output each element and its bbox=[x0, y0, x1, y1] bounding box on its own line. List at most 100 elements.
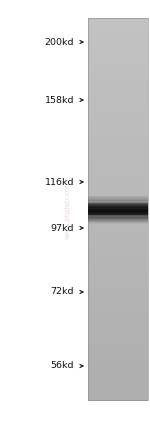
Bar bbox=[88, 215, 148, 216]
Bar bbox=[88, 200, 148, 201]
Bar bbox=[88, 252, 148, 257]
Bar bbox=[88, 208, 148, 209]
Bar bbox=[88, 390, 148, 396]
Bar bbox=[88, 199, 148, 205]
Bar bbox=[88, 206, 148, 207]
Bar bbox=[88, 223, 148, 224]
Bar bbox=[88, 220, 148, 221]
Bar bbox=[88, 376, 148, 381]
Bar bbox=[88, 137, 148, 143]
Text: 97kd: 97kd bbox=[51, 223, 74, 232]
Text: 116kd: 116kd bbox=[45, 178, 74, 187]
Bar bbox=[88, 212, 148, 213]
Bar bbox=[88, 218, 148, 219]
Bar bbox=[88, 198, 148, 199]
Bar bbox=[88, 219, 148, 220]
Bar bbox=[88, 324, 148, 329]
Bar bbox=[88, 206, 148, 207]
Bar bbox=[88, 216, 148, 217]
Bar bbox=[88, 171, 148, 176]
Bar bbox=[88, 276, 148, 281]
Bar bbox=[88, 157, 148, 162]
Bar bbox=[88, 281, 148, 286]
Bar bbox=[88, 109, 148, 114]
Bar bbox=[88, 205, 148, 206]
Bar bbox=[88, 128, 148, 133]
Bar bbox=[88, 33, 148, 38]
Text: 200kd: 200kd bbox=[45, 38, 74, 47]
Bar bbox=[88, 185, 148, 190]
Text: 158kd: 158kd bbox=[45, 95, 74, 104]
Bar bbox=[88, 314, 148, 319]
Bar bbox=[88, 266, 148, 272]
Bar bbox=[88, 42, 148, 47]
Bar bbox=[88, 51, 148, 56]
Bar bbox=[88, 348, 148, 353]
Bar bbox=[88, 89, 148, 95]
Bar bbox=[88, 37, 148, 42]
Bar bbox=[88, 352, 148, 357]
Bar bbox=[88, 204, 148, 205]
Bar bbox=[88, 257, 148, 262]
Bar bbox=[88, 328, 148, 334]
Bar bbox=[88, 190, 148, 195]
Bar bbox=[88, 372, 148, 377]
Bar bbox=[88, 214, 148, 219]
Bar bbox=[88, 343, 148, 348]
Bar bbox=[88, 216, 148, 217]
Bar bbox=[88, 196, 148, 197]
Bar bbox=[88, 212, 148, 213]
Bar bbox=[88, 221, 148, 222]
Bar bbox=[88, 201, 148, 202]
Text: www.ptglab.com: www.ptglab.com bbox=[65, 179, 71, 239]
Bar bbox=[88, 247, 148, 253]
Bar bbox=[88, 395, 148, 401]
Bar bbox=[88, 223, 148, 224]
Bar bbox=[88, 290, 148, 295]
Bar bbox=[88, 147, 148, 152]
Bar bbox=[88, 357, 148, 362]
Bar bbox=[88, 213, 148, 214]
Bar bbox=[88, 197, 148, 198]
Bar bbox=[88, 338, 148, 343]
Bar bbox=[88, 80, 148, 85]
Bar bbox=[88, 208, 148, 209]
Bar bbox=[88, 198, 148, 199]
Bar bbox=[88, 223, 148, 229]
Bar bbox=[88, 304, 148, 310]
Bar bbox=[88, 242, 148, 248]
Bar bbox=[88, 285, 148, 291]
Bar bbox=[88, 95, 148, 100]
Bar bbox=[88, 271, 148, 276]
Bar bbox=[88, 180, 148, 186]
Bar bbox=[88, 99, 148, 104]
Bar bbox=[88, 207, 148, 208]
Bar bbox=[88, 211, 148, 212]
Bar bbox=[88, 18, 148, 23]
Bar bbox=[88, 222, 148, 223]
Bar bbox=[88, 210, 148, 211]
Bar bbox=[88, 202, 148, 203]
Bar bbox=[88, 118, 148, 124]
Bar bbox=[88, 142, 148, 147]
Bar bbox=[88, 209, 148, 214]
Bar bbox=[88, 221, 148, 222]
Bar bbox=[88, 211, 148, 212]
Bar bbox=[88, 47, 148, 52]
Text: 56kd: 56kd bbox=[51, 362, 74, 371]
Bar bbox=[88, 75, 148, 80]
Bar bbox=[88, 222, 148, 223]
Bar bbox=[88, 233, 148, 238]
Bar bbox=[88, 219, 148, 220]
Bar bbox=[88, 85, 148, 90]
Bar bbox=[88, 199, 148, 200]
Bar bbox=[88, 228, 148, 233]
Bar bbox=[88, 203, 148, 204]
Bar bbox=[88, 386, 148, 391]
Bar bbox=[88, 56, 148, 62]
Bar bbox=[88, 161, 148, 166]
Bar bbox=[88, 133, 148, 138]
Bar bbox=[88, 309, 148, 315]
Bar bbox=[88, 152, 148, 157]
Bar bbox=[88, 27, 148, 33]
